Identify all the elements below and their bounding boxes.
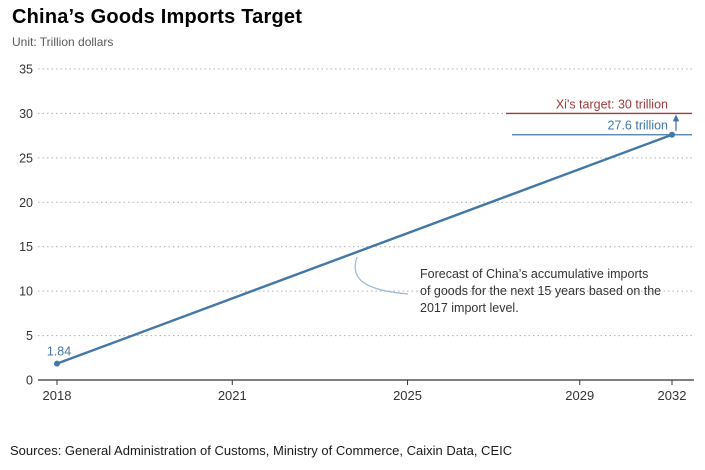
y-tick-label: 25 [19, 151, 33, 165]
x-tick-label: 2021 [218, 388, 247, 403]
y-tick-label: 35 [19, 63, 33, 77]
x-tick-label: 2025 [393, 388, 422, 403]
chart-title: China’s Goods Imports Target [12, 6, 303, 28]
annotation-callout-curve [354, 256, 409, 295]
x-tick-label: 2032 [658, 388, 687, 403]
trend-line [56, 133, 673, 365]
arrow-head [672, 114, 680, 122]
y-tick-label: 0 [26, 374, 33, 388]
y-tick-label: 5 [26, 329, 33, 343]
point-value-label: 1.84 [47, 345, 71, 359]
end-value-label: 27.6 trillion [608, 118, 668, 132]
forecast-annotation: Forecast of China’s accumulative imports… [420, 267, 662, 315]
y-tick-label: 10 [19, 285, 33, 299]
chart-unit-subtitle: Unit: Trillion dollars [12, 35, 114, 49]
x-tick-label: 2029 [565, 388, 594, 403]
trend-start-point [54, 360, 60, 367]
y-tick-label: 30 [19, 107, 33, 121]
x-tick-label: 2018 [43, 388, 72, 403]
source-note: Sources: General Administration of Custo… [10, 443, 513, 458]
trend-end-point [669, 131, 675, 138]
target-label: Xi's target: 30 trillion [556, 97, 668, 111]
y-tick-label: 20 [19, 196, 33, 210]
y-tick-label: 15 [19, 240, 33, 254]
